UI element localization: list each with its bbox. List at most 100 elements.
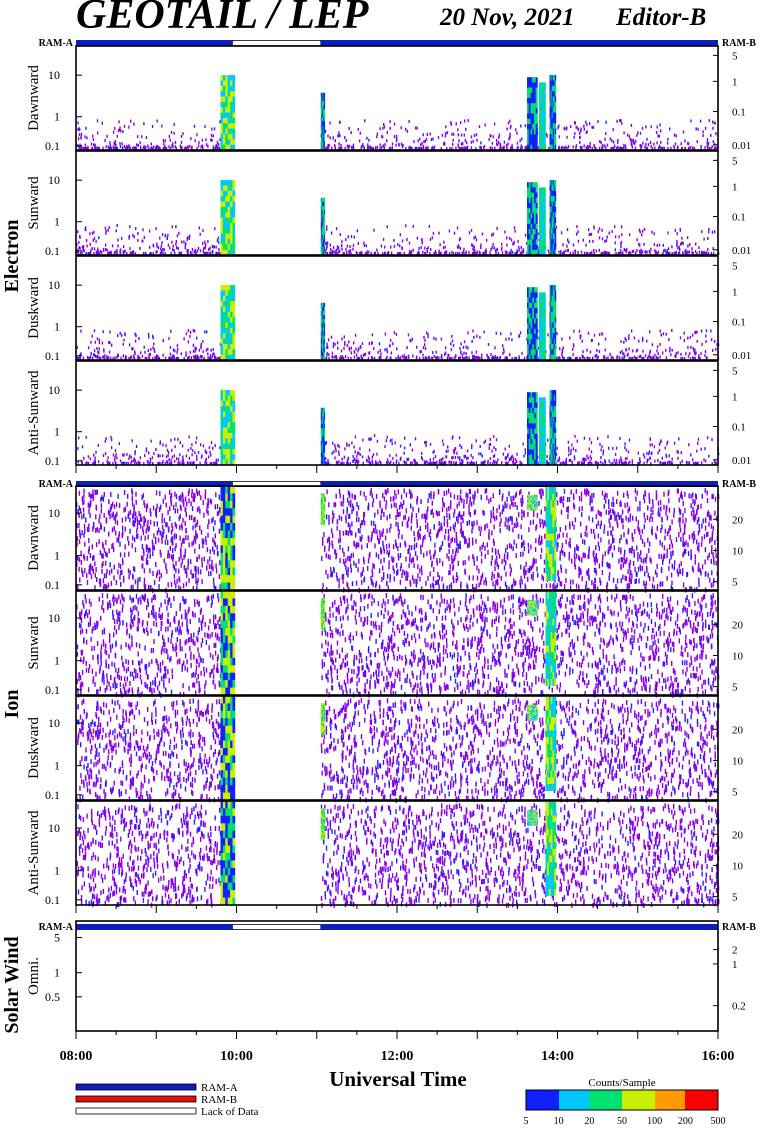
spectrogram-cell bbox=[706, 138, 709, 142]
spectrogram-cell bbox=[587, 357, 589, 360]
spectrogram-cell bbox=[421, 238, 423, 242]
spectrogram-cell bbox=[391, 442, 393, 446]
burst-cell bbox=[320, 339, 322, 344]
spectrogram-cell bbox=[488, 446, 490, 450]
burst-cell bbox=[553, 322, 556, 329]
spectrogram-cell bbox=[568, 446, 570, 450]
burst-cell bbox=[322, 250, 324, 256]
burst-cell bbox=[543, 411, 545, 417]
spectrogram-cell bbox=[326, 244, 328, 248]
burst-cell bbox=[553, 349, 556, 355]
spectrogram-cell bbox=[337, 250, 340, 254]
burst-cell bbox=[227, 416, 231, 423]
burst-cell bbox=[321, 428, 323, 433]
spectrogram-cell bbox=[700, 447, 702, 451]
burst-cell bbox=[322, 436, 324, 441]
spectrogram-cell bbox=[448, 460, 450, 464]
spectrogram-cell bbox=[157, 246, 160, 250]
spectrogram-cell bbox=[454, 456, 457, 459]
burst-cell bbox=[540, 455, 542, 461]
spectrogram-cell bbox=[676, 146, 679, 149]
burst-cell bbox=[535, 402, 538, 409]
spectrogram-cell bbox=[609, 137, 611, 141]
spectrogram-cell bbox=[442, 142, 445, 146]
burst-cell bbox=[220, 443, 224, 450]
spectrogram-cell bbox=[458, 252, 461, 255]
spectrogram-cell bbox=[568, 356, 571, 360]
spectrogram-cell bbox=[601, 228, 603, 232]
spectrogram-cell bbox=[577, 230, 579, 234]
burst-cell bbox=[549, 222, 551, 229]
spectrogram-cell bbox=[186, 251, 189, 255]
spectrogram-cell bbox=[363, 244, 366, 248]
spectrogram-cell bbox=[497, 143, 499, 147]
spectrogram-cell bbox=[618, 146, 620, 150]
spectrogram-cell bbox=[331, 146, 333, 150]
burst-cell bbox=[225, 290, 228, 297]
burst-cell bbox=[535, 234, 538, 240]
spectrogram-cell bbox=[420, 456, 423, 459]
spectrogram-cell bbox=[401, 355, 403, 359]
spectrogram-cell bbox=[700, 352, 702, 356]
spectrogram-cell bbox=[89, 457, 92, 461]
spectrogram-cell bbox=[95, 146, 97, 150]
spectrogram-cell bbox=[429, 237, 432, 241]
spectrogram-cell bbox=[194, 354, 197, 358]
burst-cell bbox=[542, 221, 544, 227]
spectrogram-cell bbox=[431, 145, 434, 149]
spectrogram-cell bbox=[671, 348, 673, 352]
burst-cell bbox=[543, 297, 545, 303]
spectrogram-cell bbox=[488, 138, 490, 142]
burst-cell bbox=[550, 322, 552, 329]
burst-cell bbox=[540, 87, 542, 93]
spectrogram-cell bbox=[427, 333, 429, 337]
spectrogram-cell bbox=[628, 356, 630, 360]
burst-cell bbox=[322, 343, 324, 349]
spectrogram-cell bbox=[344, 146, 346, 150]
burst-cell bbox=[553, 443, 556, 450]
spectrogram-cell bbox=[704, 354, 706, 357]
burst-cell bbox=[222, 349, 226, 355]
spectrogram-cell bbox=[497, 140, 500, 144]
burst-cell bbox=[534, 108, 536, 114]
spectrogram-cell bbox=[686, 251, 688, 255]
burst-cell bbox=[553, 338, 556, 345]
spectrogram-cell bbox=[580, 127, 582, 131]
spectrogram-cell bbox=[330, 251, 332, 255]
spectrogram-cell bbox=[640, 557, 642, 563]
spectrogram-cell bbox=[192, 349, 195, 353]
burst-cell bbox=[232, 438, 236, 444]
spectrogram-cell bbox=[341, 355, 344, 359]
burst-cell bbox=[532, 77, 535, 83]
burst-cell bbox=[222, 454, 226, 460]
burst-cell bbox=[227, 443, 231, 450]
burst-cell bbox=[527, 302, 529, 309]
burst-cell bbox=[554, 285, 557, 291]
spectrogram-cell bbox=[144, 350, 146, 354]
spectrogram-cell bbox=[588, 233, 591, 236]
burst-cell bbox=[534, 98, 536, 104]
burst-cell bbox=[527, 313, 529, 319]
burst-cell bbox=[527, 87, 529, 94]
spectrogram-cell bbox=[691, 333, 694, 337]
spectrogram-cell bbox=[155, 354, 158, 358]
burst-cell bbox=[222, 206, 226, 213]
spectrogram-cell bbox=[403, 446, 406, 450]
spectrogram-cell bbox=[205, 143, 208, 147]
spectrogram-cell bbox=[372, 453, 375, 457]
burst-cell bbox=[543, 345, 545, 351]
spectrogram-cell bbox=[389, 147, 392, 150]
spectrogram-cell bbox=[391, 438, 393, 442]
spectrogram-cell bbox=[397, 243, 399, 247]
burst-cell bbox=[542, 321, 544, 327]
burst-cell bbox=[227, 128, 231, 135]
burst-cell bbox=[539, 402, 541, 408]
burst-cell bbox=[230, 239, 233, 245]
spectrogram-cell bbox=[715, 132, 717, 136]
burst-cell bbox=[225, 400, 228, 407]
spectrogram-cell bbox=[192, 449, 194, 453]
spectrogram-cell bbox=[366, 136, 368, 140]
spectrogram-cell bbox=[429, 132, 431, 136]
burst-cell bbox=[222, 432, 226, 439]
spectrogram-cell bbox=[128, 234, 130, 238]
